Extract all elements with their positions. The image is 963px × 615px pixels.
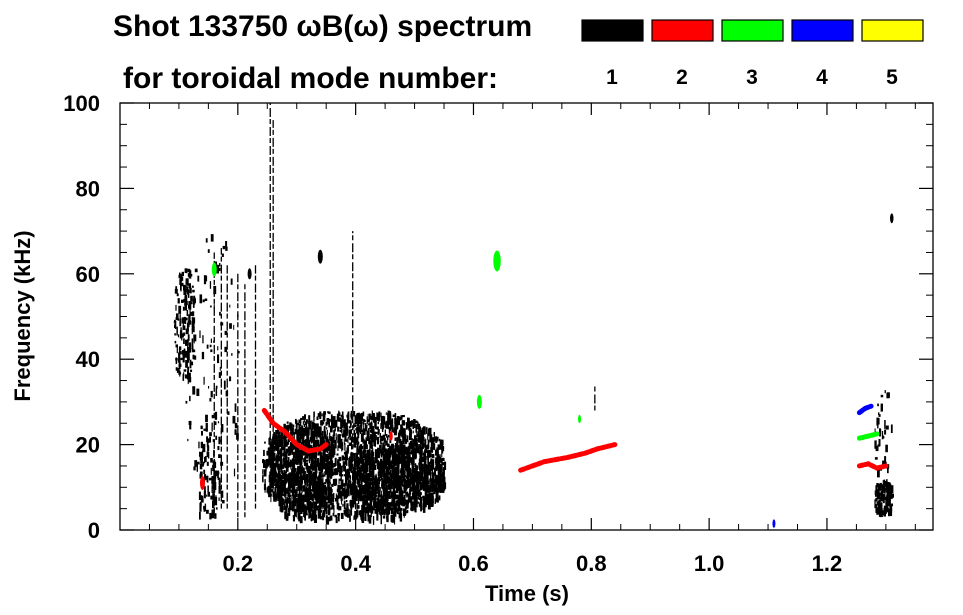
mode-2-spot-6 [389,431,393,441]
mode-3-spot-4 [211,262,217,277]
vertical-streaks [213,103,596,518]
legend-label-1: 1 [606,66,618,89]
mode-1-spot-1 [317,249,323,264]
plot-area [173,103,894,528]
legend-swatch-1 [581,19,644,42]
mode-3-track-3 [856,431,880,441]
legend-label-5: 5 [886,66,898,89]
y-tick-label-4: 80 [76,176,100,201]
mode-3-spot-7 [578,414,582,424]
mode-2-spot-3 [199,476,205,491]
mode-1-region-4 [349,444,446,516]
mode-4-spot-8 [772,519,776,528]
chart-title-line-1: Shot 133750 ωB(ω) spectrum [113,10,532,43]
x-tick-label-0: 0.2 [223,551,254,576]
y-axis-label: Frequency (kHz) [10,230,35,401]
legend-label-3: 3 [746,66,758,89]
y-tick-label-1: 20 [76,433,100,458]
mode-3-spot-5 [476,394,482,409]
mode-2-track-0 [261,407,329,454]
mode-1-region-5 [267,419,335,524]
mode-1-region-6 [874,479,894,518]
x-tick-label-2: 0.6 [458,551,489,576]
mode-2-track-2 [856,461,889,471]
y-tick-label-5: 100 [63,91,100,116]
legend-swatch-3 [721,19,784,42]
legend-swatch-5 [861,19,924,42]
mode-1-spot-2 [247,268,252,280]
legend: 1 2 3 4 5 [581,19,924,89]
y-tick-label-3: 60 [76,262,100,287]
x-tick-label-4: 1.0 [694,551,725,576]
x-axis-label: Time (s) [485,581,569,606]
x-tick-label-3: 0.8 [576,551,607,576]
chart-title-line-2: for toroidal mode number: [123,62,498,95]
x-tick-label-5: 1.2 [812,551,843,576]
x-tick-label-1: 0.4 [340,551,371,576]
y-tick-label-0: 0 [88,518,100,543]
y-tick-label-2: 40 [76,347,100,372]
mode-4-track-4 [856,403,874,416]
axis-ticks: 0.2 0.4 0.6 0.8 1.0 1.2 0 20 40 60 80 100 [63,91,933,576]
legend-swatch-4 [791,19,854,42]
mode-2-track-1 [518,442,618,473]
legend-label-4: 4 [816,66,828,89]
legend-label-2: 2 [676,66,688,89]
mode-1-region-2 [196,436,221,515]
mode-3-spot-0 [493,250,501,272]
mode-1-region-0 [173,268,197,385]
legend-swatch-2 [651,19,714,42]
mode-1-spot-9 [890,213,894,224]
